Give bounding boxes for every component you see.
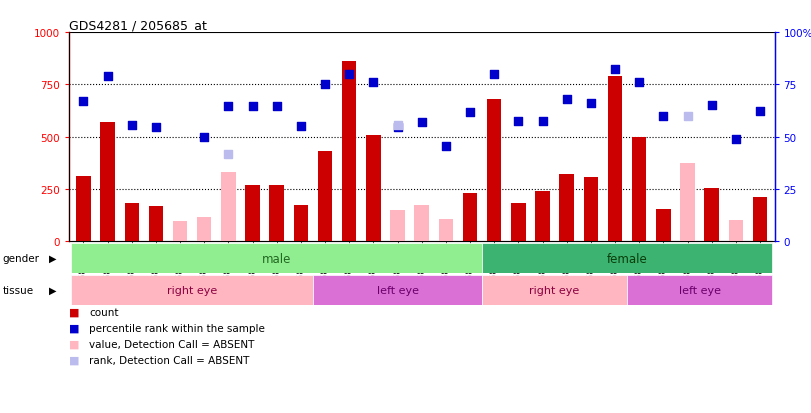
Point	[681, 113, 694, 120]
Point	[270, 104, 283, 110]
Bar	[245, 185, 260, 242]
Bar	[76, 177, 91, 242]
Point	[464, 109, 477, 116]
Bar	[125, 203, 139, 242]
Bar	[197, 218, 212, 242]
Bar	[221, 173, 236, 242]
Bar	[71, 244, 482, 273]
Bar	[313, 275, 482, 305]
Point	[512, 119, 525, 125]
Bar	[366, 135, 380, 242]
Bar	[342, 62, 357, 242]
Bar	[705, 188, 719, 242]
Point	[343, 71, 356, 78]
Bar	[294, 205, 308, 242]
Point	[222, 152, 235, 158]
Text: ▶: ▶	[49, 285, 56, 295]
Text: percentile rank within the sample: percentile rank within the sample	[89, 323, 265, 333]
Point	[294, 123, 307, 130]
Text: ■: ■	[69, 339, 79, 349]
Point	[367, 80, 380, 86]
Bar	[584, 178, 598, 242]
Point	[149, 125, 162, 131]
Bar	[656, 209, 671, 242]
Text: ■: ■	[69, 355, 79, 365]
Text: tissue: tissue	[2, 285, 33, 295]
Text: left eye: left eye	[376, 285, 418, 295]
Bar	[627, 275, 772, 305]
Point	[487, 71, 500, 78]
Bar	[414, 205, 429, 242]
Point	[706, 103, 719, 109]
Point	[415, 119, 428, 126]
Point	[222, 104, 235, 110]
Point	[319, 82, 332, 88]
Point	[125, 123, 138, 129]
Point	[391, 125, 404, 131]
Point	[101, 74, 114, 80]
Bar	[632, 137, 646, 242]
Bar	[71, 275, 313, 305]
Point	[198, 134, 211, 140]
Text: count: count	[89, 307, 118, 317]
Bar	[482, 275, 627, 305]
Bar	[728, 221, 743, 242]
Point	[753, 108, 766, 114]
Point	[536, 119, 549, 125]
Bar	[463, 194, 478, 242]
Point	[633, 80, 646, 86]
Bar	[560, 175, 574, 242]
Text: value, Detection Call = ABSENT: value, Detection Call = ABSENT	[89, 339, 255, 349]
Point	[246, 104, 259, 110]
Point	[440, 143, 453, 150]
Bar	[439, 220, 453, 242]
Text: ■: ■	[69, 323, 79, 333]
Bar	[173, 222, 187, 242]
Text: left eye: left eye	[679, 285, 721, 295]
Text: female: female	[607, 252, 647, 265]
Point	[657, 113, 670, 120]
Bar	[482, 244, 772, 273]
Text: ■: ■	[69, 307, 79, 317]
Point	[391, 123, 404, 129]
Text: rank, Detection Call = ABSENT: rank, Detection Call = ABSENT	[89, 355, 250, 365]
Text: GDS4281 / 205685_at: GDS4281 / 205685_at	[69, 19, 207, 32]
Text: male: male	[262, 252, 291, 265]
Bar	[148, 206, 163, 242]
Text: ▶: ▶	[49, 254, 56, 263]
Bar	[753, 198, 767, 242]
Bar	[101, 123, 115, 242]
Point	[585, 101, 598, 107]
Point	[77, 99, 90, 105]
Point	[608, 66, 621, 73]
Bar	[318, 152, 333, 242]
Bar	[487, 100, 501, 242]
Bar	[607, 77, 622, 242]
Bar	[511, 203, 526, 242]
Text: gender: gender	[2, 254, 40, 263]
Bar	[535, 192, 550, 242]
Text: right eye: right eye	[530, 285, 580, 295]
Text: right eye: right eye	[167, 285, 217, 295]
Bar	[269, 185, 284, 242]
Bar	[390, 210, 405, 242]
Point	[560, 97, 573, 103]
Bar	[680, 164, 695, 242]
Point	[729, 136, 742, 143]
